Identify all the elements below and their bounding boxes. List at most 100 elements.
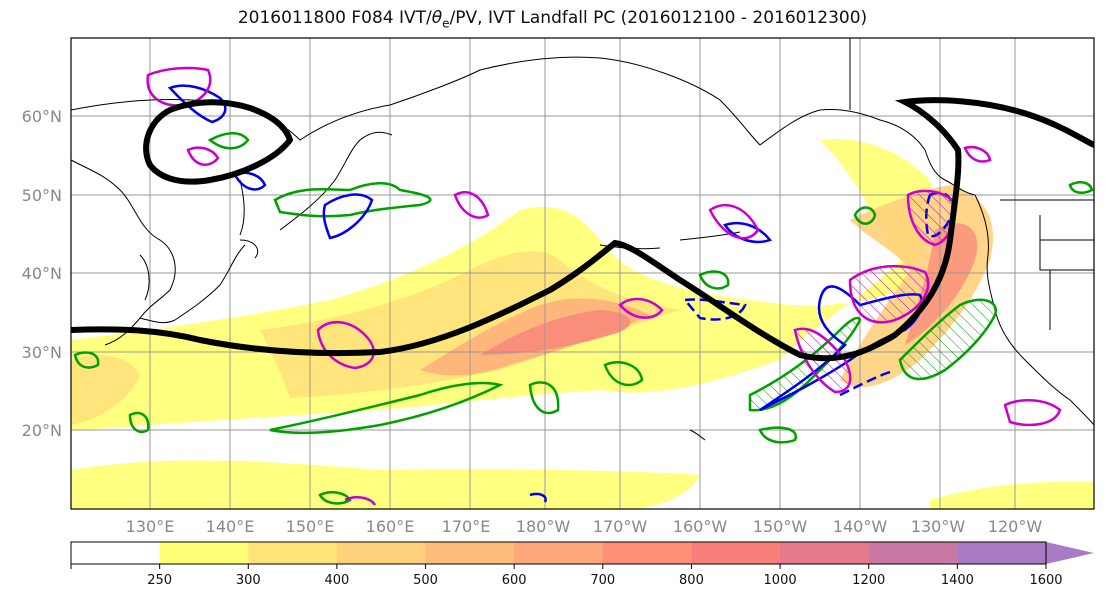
lat-label: 60°N: [22, 107, 62, 126]
colorbar-tick-label: 300: [236, 573, 261, 588]
colorbar-segment: [691, 542, 781, 564]
pv-contour-4: [898, 298, 997, 381]
pv-contour-13: [1068, 181, 1094, 194]
pc-line-main: [71, 97, 1094, 362]
landfall-contour-5: [618, 297, 664, 319]
map-frame: [70, 37, 1095, 510]
theta-contour-1: [167, 84, 227, 124]
lon-label: 130°E: [126, 517, 175, 536]
title-suffix: /PV, IVT Landfall PC (2016012100 - 20160…: [449, 8, 868, 28]
colorbar-tick-label: 1400: [941, 573, 974, 588]
us-states: [1039, 215, 1094, 330]
landfall-contour-12: [344, 496, 377, 506]
colorbar-segment: [602, 542, 692, 564]
colorbar-tick-label: 1000: [764, 573, 797, 588]
pv-contour-14: [318, 491, 352, 505]
lat-labels: 60°N 50°N 40°N 30°N 20°N: [22, 107, 62, 440]
pv-contour-10: [73, 351, 100, 369]
na-west-coast: [974, 194, 1094, 426]
theta-contour-6: [682, 298, 747, 321]
lon-label: 150°W: [753, 517, 808, 536]
colorbar-tick-label: 600: [502, 573, 527, 588]
landfall-contour-10: [963, 145, 992, 163]
lon-label: 140°E: [206, 517, 255, 536]
landfall-contour-1: [146, 66, 212, 107]
landfall-contour-2: [186, 146, 220, 166]
kuril-kamchatka: [279, 131, 393, 231]
lon-label: 160°W: [673, 517, 728, 536]
lat-label: 20°N: [22, 421, 62, 440]
pv-contour-12: [207, 132, 250, 150]
colorbar-segment: [336, 542, 427, 564]
colorbar-segment: [71, 542, 161, 564]
title-theta-sub: e: [442, 16, 450, 31]
landfall-contour-11: [1003, 399, 1062, 427]
canada-border: [849, 38, 1094, 201]
colorbar-tick-label: 1200: [852, 573, 885, 588]
sakhalin: [239, 179, 245, 236]
coastlines: [71, 38, 1094, 441]
colorbar-segment: [868, 542, 958, 564]
pv-contour-5: [853, 206, 877, 225]
colorbar-segment: [159, 542, 249, 564]
lon-labels: 130°E 140°E 150°E 160°E 170°E 180°W 170°…: [126, 517, 1043, 536]
landfall-contours: [146, 66, 1062, 506]
colorbar-tick-label: 400: [324, 573, 349, 588]
graticule: [71, 38, 1094, 509]
ivt-southeast: [930, 481, 1094, 509]
colorbar-tick-label: 250: [147, 573, 172, 588]
pv-contour-6: [698, 270, 730, 290]
colorbar-tick-label: 700: [590, 573, 615, 588]
asia-coast: [71, 159, 176, 346]
landfall-contour-3: [453, 191, 490, 219]
landfall-contour-7: [848, 264, 930, 324]
pv-contour-7: [603, 361, 644, 387]
colorbar-segment: [780, 542, 870, 564]
hawaii: [689, 429, 706, 441]
lon-label: 170°E: [442, 517, 491, 536]
colorbar-tick-label: 500: [413, 573, 438, 588]
map-title: 2016011800 F084 IVT/θe/PV, IVT Landfall …: [0, 8, 1105, 30]
theta-contour-7: [839, 370, 891, 397]
lat-label: 30°N: [22, 343, 62, 362]
pv-contour-1: [273, 182, 432, 218]
pv-contour-8: [528, 381, 560, 415]
colorbar-tick-label: 1600: [1029, 573, 1062, 588]
title-prefix: 2016011800 F084 IVT/: [237, 8, 432, 28]
lat-label: 40°N: [22, 264, 62, 283]
lon-label: 120°W: [988, 517, 1043, 536]
colorbar: 250 300 400 500 600 700 800 1000 1200 1400 1600: [70, 541, 1094, 588]
lon-label: 170°W: [593, 517, 648, 536]
lon-label: 160°E: [366, 517, 415, 536]
hokkaido: [239, 239, 259, 259]
colorbar-tick-label: 800: [679, 573, 704, 588]
title-theta: θ: [431, 8, 443, 28]
korea: [139, 254, 150, 301]
lon-label: 140°W: [833, 517, 888, 536]
pc-lines: [71, 97, 1094, 362]
japan-honshu: [174, 244, 246, 321]
alaska: [759, 109, 976, 196]
ivt-coast-core: [905, 223, 978, 345]
colorbar-segment: [248, 542, 338, 564]
pv-contour-9: [128, 411, 150, 434]
colorbar-frame: [70, 541, 1047, 565]
pv-contours: [73, 132, 1094, 505]
theta-contour-3: [322, 193, 374, 240]
landfall-contour-6: [708, 203, 760, 240]
theta-contour-9: [529, 492, 547, 503]
colorbar-segment: [957, 542, 1047, 564]
colorbar-ticks: 250 300 400 500 600 700 800 1000 1200 1400 1600: [70, 564, 1063, 588]
pv-contour-2: [269, 381, 504, 435]
lon-label: 180°W: [516, 517, 571, 536]
theta-contour-8: [723, 221, 773, 244]
ivt-west: [71, 355, 140, 425]
pv-contour-11: [758, 426, 797, 444]
lon-label: 130°W: [911, 517, 966, 536]
colorbar-segment: [514, 542, 604, 564]
lat-label: 50°N: [22, 186, 62, 205]
colorbar-segments: [71, 542, 1047, 564]
ivt-south-band: [71, 460, 700, 509]
pc-line-loop: [143, 99, 293, 185]
